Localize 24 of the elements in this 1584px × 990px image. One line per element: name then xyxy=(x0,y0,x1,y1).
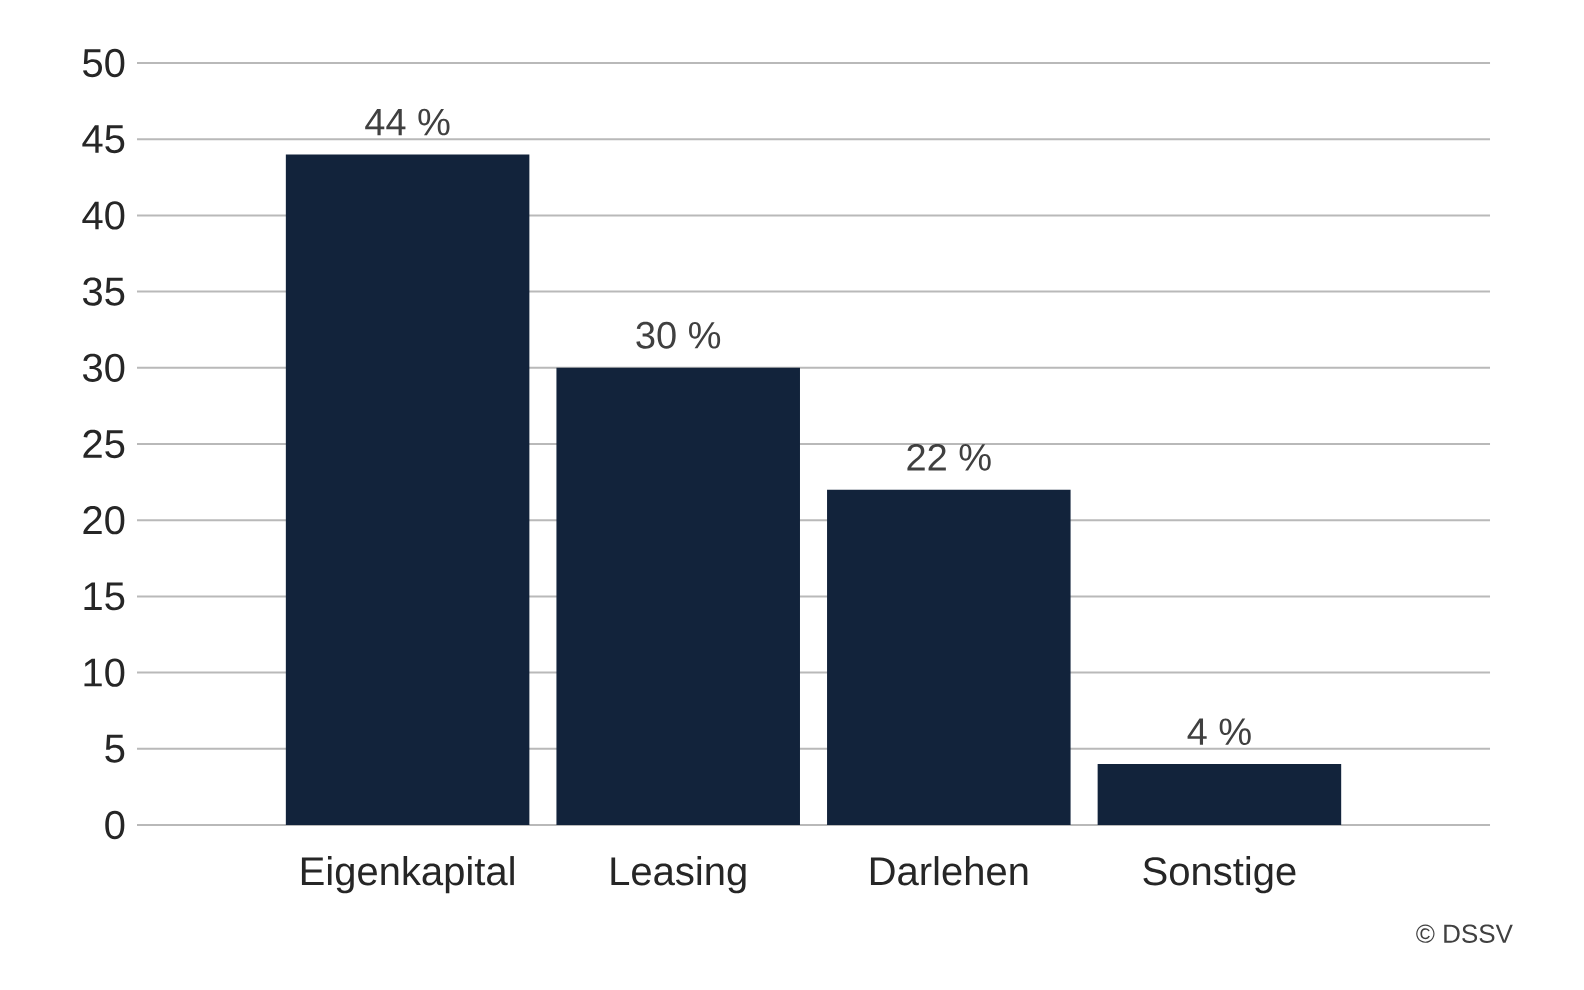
bar xyxy=(285,154,530,825)
y-tick-label: 35 xyxy=(82,277,125,306)
x-tick-label: Darlehen xyxy=(870,856,1028,886)
y-tick-label: 15 xyxy=(84,582,125,611)
y-tick-label: 25 xyxy=(83,429,125,459)
y-tick-label: 10 xyxy=(84,658,125,687)
y-tick-label: 30 xyxy=(82,353,125,382)
data-label: 22 % xyxy=(907,443,991,471)
x-tick-label: Leasing xyxy=(611,856,746,894)
data-label: 4 % xyxy=(1187,718,1251,745)
y-tick-label: 20 xyxy=(83,506,125,535)
y-tick-label: 40 xyxy=(82,201,125,230)
data-label: 44 % xyxy=(365,108,450,136)
bar xyxy=(1097,764,1342,825)
data-label: 30 % xyxy=(636,321,721,349)
bar xyxy=(827,489,1071,825)
y-tick-label: 5 xyxy=(105,734,125,763)
x-tick-label: Sonstige xyxy=(1143,856,1296,894)
y-tick-label: 50 xyxy=(83,48,125,78)
y-tick-label: 0 xyxy=(105,810,125,840)
y-tick-label: 45 xyxy=(82,125,125,154)
text: © DSSV xyxy=(1416,924,1513,943)
x-tick-label: Eigenkapital xyxy=(301,856,514,894)
bar xyxy=(556,367,800,825)
